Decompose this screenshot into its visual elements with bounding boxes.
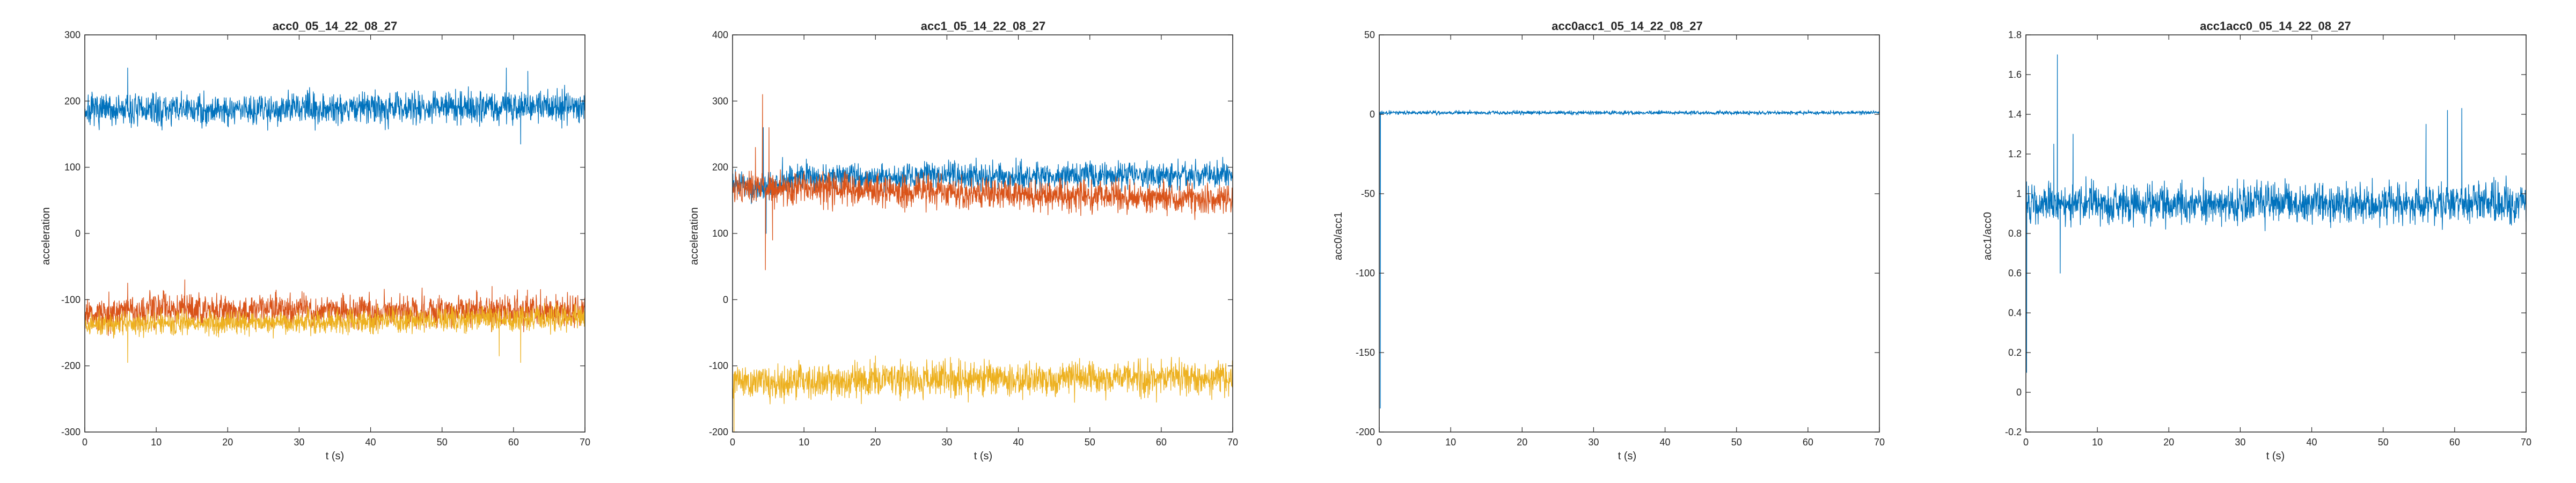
plot-area [85, 68, 585, 363]
y-tick-label: 1.2 [2008, 149, 2022, 159]
y-axis-label: acc1/acc0 [1982, 212, 1994, 260]
y-tick-label: 300 [712, 96, 728, 106]
y-tick-label: 0.4 [2008, 308, 2022, 318]
x-tick-label: 40 [365, 437, 376, 448]
series-line-1 [85, 68, 585, 145]
plot-area [2026, 54, 2526, 373]
y-tick-label: 200 [64, 96, 80, 106]
x-tick-label: 20 [222, 437, 233, 448]
y-tick-label: -50 [1361, 188, 1375, 199]
x-tick-label: 30 [941, 437, 952, 448]
series-line-2 [733, 94, 1233, 270]
x-tick-label: 70 [2521, 437, 2531, 448]
chart-panel-acc0acc1: acc0acc1_05_14_22_08_27 t (s) acc0/acc1 … [1333, 19, 1885, 462]
chart-title: acc1acc0_05_14_22_08_27 [2200, 19, 2351, 33]
y-tick-label: 0.6 [2008, 268, 2022, 279]
y-tick-label: 0 [723, 294, 728, 305]
x-tick-label: 50 [2378, 437, 2389, 448]
y-tick-label: -200 [1356, 427, 1375, 437]
y-tick-label: -100 [709, 361, 728, 371]
x-tick-label: 70 [1874, 437, 1885, 448]
y-tick-label: 1 [2016, 188, 2022, 199]
x-tick-label: 30 [1588, 437, 1599, 448]
plot-area [733, 94, 1233, 432]
y-tick-label: 0.2 [2008, 347, 2022, 358]
y-tick-label: 50 [1364, 30, 1375, 40]
x-tick-label: 0 [82, 437, 87, 448]
y-tick-label: -100 [61, 294, 80, 305]
x-tick-label: 60 [1156, 437, 1167, 448]
x-tick-label: 50 [1731, 437, 1742, 448]
y-tick-label: 0 [2016, 387, 2022, 398]
y-axis-label: acceleration [689, 207, 700, 265]
chart-panel-acc0: acc0_05_14_22_08_27 t (s) acceleration 0… [40, 19, 590, 462]
y-tick-label: 200 [712, 162, 728, 173]
y-tick-label: -150 [1356, 347, 1375, 358]
y-tick-label: 100 [712, 228, 728, 239]
x-axis-label: t (s) [2266, 450, 2285, 462]
chart-title: acc0_05_14_22_08_27 [273, 19, 397, 33]
series-line-3 [85, 302, 585, 363]
series-line-1 [733, 127, 1233, 234]
x-tick-label: 0 [2023, 437, 2029, 448]
y-tick-label: 100 [64, 162, 80, 173]
y-tick-label: 0.8 [2008, 228, 2022, 239]
x-tick-label: 60 [508, 437, 519, 448]
axes-box [1379, 34, 1880, 433]
chart-title: acc0acc1_05_14_22_08_27 [1552, 19, 1702, 33]
y-axis-label: acc0/acc1 [1333, 212, 1344, 260]
x-tick-label: 40 [1660, 437, 1671, 448]
x-tick-label: 50 [1085, 437, 1095, 448]
series-line-3 [733, 355, 1233, 432]
series-line-2 [85, 279, 585, 336]
x-tick-label: 20 [1517, 437, 1527, 448]
x-tick-label: 40 [1013, 437, 1024, 448]
x-tick-label: 10 [799, 437, 809, 448]
chart-title: acc1_05_14_22_08_27 [921, 19, 1045, 33]
chart-panel-acc1acc0: acc1acc0_05_14_22_08_27 t (s) acc1/acc0 … [1982, 19, 2531, 462]
x-tick-label: 40 [2307, 437, 2317, 448]
x-tick-label: 50 [437, 437, 448, 448]
x-tick-label: 0 [730, 437, 735, 448]
x-tick-label: 10 [2092, 437, 2103, 448]
y-tick-label: -0.2 [2005, 427, 2022, 437]
x-tick-label: 30 [294, 437, 304, 448]
y-tick-label: -300 [61, 427, 80, 437]
x-tick-label: 30 [2235, 437, 2245, 448]
y-tick-label: -100 [1356, 268, 1375, 279]
x-tick-label: 70 [1227, 437, 1238, 448]
y-tick-label: -200 [61, 361, 80, 371]
y-tick-label: 300 [64, 30, 80, 40]
x-tick-label: 70 [580, 437, 590, 448]
y-tick-label: -200 [709, 427, 728, 437]
x-tick-label: 10 [1445, 437, 1456, 448]
y-axis-label: acceleration [40, 207, 52, 265]
x-tick-label: 60 [1803, 437, 1813, 448]
y-tick-label: 0 [75, 228, 80, 239]
x-axis-label: t (s) [1618, 450, 1636, 462]
plot-area [1379, 109, 1879, 409]
y-tick-label: 1.8 [2008, 30, 2022, 40]
x-axis-label: t (s) [974, 450, 992, 462]
x-tick-label: 20 [870, 437, 881, 448]
y-tick-label: 0 [1370, 109, 1375, 120]
x-tick-label: 0 [1377, 437, 1382, 448]
chart-panel-acc1: acc1_05_14_22_08_27 t (s) acceleration 0… [689, 19, 1238, 462]
y-tick-label: 400 [712, 30, 728, 40]
y-tick-label: 1.4 [2008, 109, 2022, 120]
series-line-1 [2026, 54, 2526, 373]
x-tick-label: 20 [2163, 437, 2174, 448]
x-tick-label: 10 [151, 437, 162, 448]
x-tick-label: 60 [2449, 437, 2460, 448]
series-line-1 [1379, 109, 1879, 409]
x-axis-label: t (s) [326, 450, 344, 462]
y-tick-label: 1.6 [2008, 69, 2022, 80]
